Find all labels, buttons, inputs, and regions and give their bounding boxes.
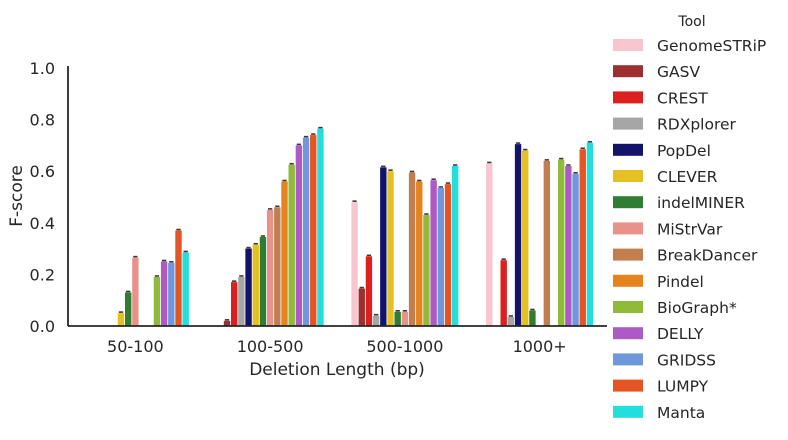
bar-clever-500-1000	[387, 171, 394, 326]
legend-swatch-popdel	[613, 143, 643, 156]
bar-manta-100-500	[317, 128, 324, 326]
bar-delly-50-100	[160, 261, 168, 326]
bar-rdxplorer-100-500	[238, 276, 245, 326]
bar-genomestrip-500-1000	[351, 202, 358, 326]
legend-swatch-gasv	[613, 65, 643, 78]
bar-manta-1000	[586, 142, 594, 326]
legend-swatch-lumpy	[613, 379, 643, 392]
bars-layer	[117, 126, 594, 326]
bar-gasv-100-500	[223, 320, 231, 326]
bar-popdel-100-500	[245, 248, 252, 326]
bar-indelminer-100-500	[259, 236, 267, 326]
bar-indelminer-1000	[529, 310, 536, 326]
legend-label-lumpy: LUMPY	[657, 378, 709, 396]
legend-swatch-manta	[613, 405, 643, 418]
bar-mistrvar-500-1000	[401, 311, 409, 326]
y-tick-labels: 0.0 0.2 0.4 0.6 0.8 1.0	[30, 59, 55, 336]
x-tick-labels: 50-100 100-500 500-1000 1000+	[107, 337, 567, 356]
axes-layer	[67, 66, 607, 327]
bar-mistrvar-100-500	[266, 209, 274, 326]
bar-indelminer-50-100	[124, 292, 132, 326]
legend-swatch-delly	[613, 327, 643, 340]
legend-label-delly: DELLY	[657, 325, 704, 343]
bar-rdxplorer-1000	[507, 316, 515, 326]
bar-delly-100-500	[295, 145, 303, 326]
y-tick-label: 0.2	[30, 265, 55, 284]
legend-label-indelminer: indelMINER	[657, 194, 745, 212]
bar-clever-50-100	[117, 313, 125, 326]
legend-label-rdxplorer: RDXplorer	[657, 116, 737, 134]
bar-crest-100-500	[230, 282, 238, 326]
legend-label-biograph: BioGraph*	[657, 299, 737, 317]
y-axis-title: F-score	[7, 165, 27, 227]
bar-gasv-500-1000	[358, 288, 365, 326]
legend-label-gasv: GASV	[657, 63, 700, 81]
legend-swatch-biograph	[613, 301, 643, 313]
bar-popdel-500-1000	[380, 167, 387, 326]
bar-lumpy-500-1000	[444, 184, 452, 326]
bar-gridss-1000	[572, 173, 579, 326]
bar-mistrvar-50-100	[132, 257, 139, 326]
legend-swatch-gridss	[613, 353, 643, 366]
bar-biograph-1000	[557, 159, 565, 326]
bar-popdel-1000	[514, 144, 522, 326]
legend-label-popdel: PopDel	[657, 142, 711, 160]
bar-gridss-100-500	[302, 137, 310, 326]
bar-biograph-100-500	[288, 164, 295, 326]
y-tick-label: 0.0	[30, 317, 55, 336]
bar-pindel-100-500	[281, 181, 288, 326]
legend-label-clever: CLEVER	[657, 168, 718, 186]
bar-pindel-500-1000	[416, 181, 423, 326]
x-tick-label: 1000+	[513, 337, 567, 356]
bar-biograph-50-100	[153, 276, 161, 326]
bar-rdxplorer-500-1000	[372, 315, 380, 326]
y-tick-label: 0.4	[30, 214, 55, 233]
bar-lumpy-50-100	[175, 230, 182, 326]
legend-label-mistrvar: MiStrVar	[657, 220, 723, 238]
bar-gridss-500-1000	[437, 187, 445, 326]
legend: Tool GenomeSTRiP GASV CREST RDXplorer PopDel…	[613, 14, 766, 422]
bar-gridss-50-100	[168, 262, 175, 326]
legend-label-gridss: GRIDSS	[657, 351, 716, 369]
y-tick-label: 0.8	[30, 111, 55, 130]
legend-swatch-clever	[613, 170, 643, 182]
bar-manta-500-1000	[451, 166, 459, 326]
x-tick-label: 100-500	[237, 337, 304, 356]
legend-label-pindel: Pindel	[657, 273, 704, 291]
legend-label-manta: Manta	[657, 404, 705, 422]
bar-clever-1000	[522, 150, 529, 326]
bar-crest-500-1000	[365, 256, 373, 326]
legend-label-genomestrip: GenomeSTRiP	[657, 37, 766, 55]
bar-indelminer-500-1000	[394, 311, 401, 326]
y-tick-label: 0.6	[30, 162, 55, 181]
bar-breakdancer-500-1000	[408, 172, 416, 326]
y-tick-label: 1.0	[30, 59, 55, 78]
legend-title: Tool	[677, 14, 705, 30]
legend-swatch-pindel	[613, 274, 643, 287]
bar-biograph-500-1000	[423, 215, 430, 326]
legend-swatch-mistrvar	[613, 222, 643, 235]
bar-crest-1000	[500, 260, 507, 326]
bar-breakdancer-1000	[543, 160, 551, 326]
x-tick-label: 50-100	[107, 337, 164, 356]
legend-swatch-crest	[613, 91, 643, 104]
x-axis-title: Deletion Length (bp)	[249, 360, 425, 380]
bar-lumpy-1000	[579, 149, 586, 326]
legend-swatch-indelminer	[613, 196, 643, 209]
legend-swatch-genomestrip	[613, 39, 643, 51]
bar-breakdancer-100-500	[274, 207, 281, 326]
legend-swatch-breakdancer	[613, 248, 643, 261]
legend-label-crest: CREST	[657, 89, 708, 107]
bar-delly-1000	[565, 166, 572, 326]
bar-lumpy-100-500	[310, 135, 317, 326]
bar-clever-100-500	[252, 244, 259, 326]
bar-manta-50-100	[182, 252, 189, 326]
legend-swatch-rdxplorer	[613, 117, 643, 130]
x-tick-label: 500-1000	[366, 337, 443, 356]
bar-delly-500-1000	[430, 180, 437, 326]
legend-label-breakdancer: BreakDancer	[657, 247, 758, 265]
bar-genomestrip-1000	[486, 163, 493, 326]
